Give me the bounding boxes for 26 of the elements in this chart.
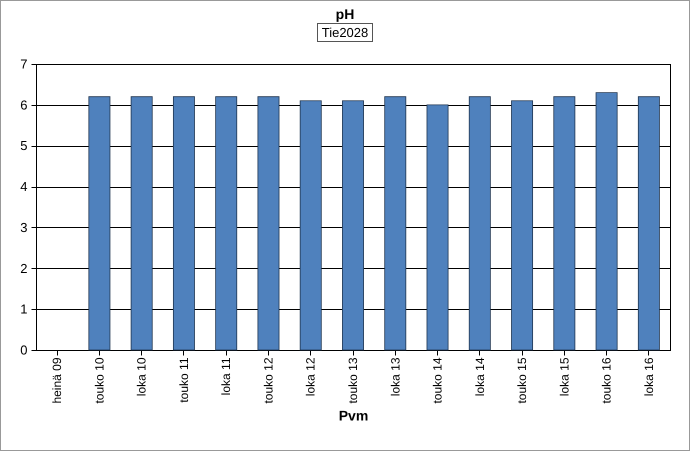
x-tick-label: touko 11 bbox=[176, 357, 191, 403]
y-tick-label: 6 bbox=[20, 97, 28, 112]
x-tick-label: touko 10 bbox=[92, 357, 106, 404]
x-tick-label: loka 12 bbox=[304, 357, 318, 396]
x-tick-label: touko 13 bbox=[346, 357, 360, 404]
x-tick-label: touko 14 bbox=[430, 357, 445, 404]
x-tick-label: loka 14 bbox=[472, 357, 487, 396]
y-tick-label: 1 bbox=[20, 302, 28, 317]
x-tick-label: touko 16 bbox=[600, 357, 614, 404]
x-axis-title: Pvm bbox=[338, 408, 368, 424]
y-tick-label: 2 bbox=[20, 260, 28, 276]
chart-title: pH bbox=[334, 6, 356, 22]
x-tick-label: loka 16 bbox=[642, 357, 656, 396]
x-tick-label: loka 13 bbox=[388, 357, 402, 396]
x-tick-label: loka 10 bbox=[134, 357, 149, 396]
x-tick-label: loka 15 bbox=[557, 357, 572, 396]
x-tick-label: loka 11 bbox=[219, 357, 234, 396]
x-tick-label: heinä 09 bbox=[50, 357, 64, 404]
y-tick-label: 4 bbox=[20, 179, 28, 194]
x-tick-label: touko 15 bbox=[515, 357, 530, 404]
x-tick-label: touko 12 bbox=[261, 357, 276, 404]
y-tick-label: 7 bbox=[20, 56, 28, 72]
y-tick-label: 0 bbox=[20, 342, 28, 358]
y-tick-label: 3 bbox=[20, 220, 28, 235]
chart-subtitle: Tie2028 bbox=[316, 23, 374, 42]
y-tick-label: 5 bbox=[20, 138, 28, 154]
